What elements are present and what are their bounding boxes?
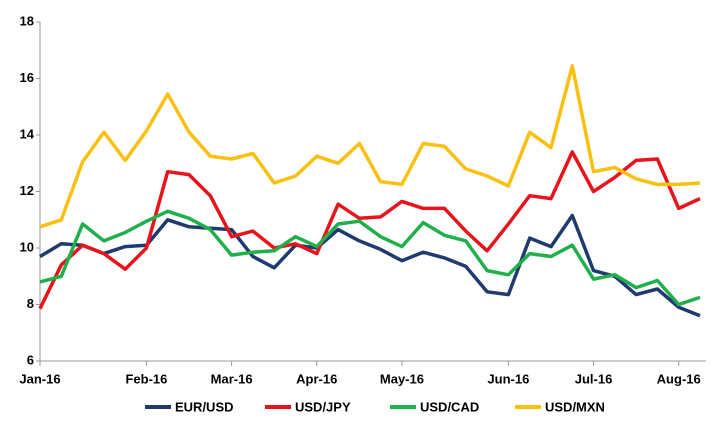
x-tick-label: May-16 [380, 371, 424, 386]
x-tick-label: Jul-16 [575, 371, 613, 386]
y-tick-label: 16 [20, 70, 34, 85]
legend-label: USD/MXN [545, 399, 605, 414]
y-tick-label: 12 [20, 183, 34, 198]
x-tick-label: Aug-16 [657, 371, 701, 386]
y-tick-label: 14 [20, 126, 35, 141]
legend-label: USD/CAD [420, 399, 479, 414]
x-tick-label: Feb-16 [125, 371, 167, 386]
legend-label: EUR/USD [175, 399, 234, 414]
x-tick-label: Mar-16 [211, 371, 253, 386]
x-tick-label: Jan-16 [19, 371, 60, 386]
x-tick-label: Jun-16 [487, 371, 529, 386]
y-tick-label: 18 [20, 13, 34, 28]
y-tick-label: 8 [27, 296, 34, 311]
legend-label: USD/JPY [295, 399, 351, 414]
y-tick-label: 10 [20, 239, 34, 254]
series-line [39, 209, 701, 307]
x-tick-label: Apr-16 [296, 371, 337, 386]
y-tick-label: 6 [27, 352, 34, 367]
series-line [38, 150, 701, 310]
series-line [39, 64, 701, 229]
